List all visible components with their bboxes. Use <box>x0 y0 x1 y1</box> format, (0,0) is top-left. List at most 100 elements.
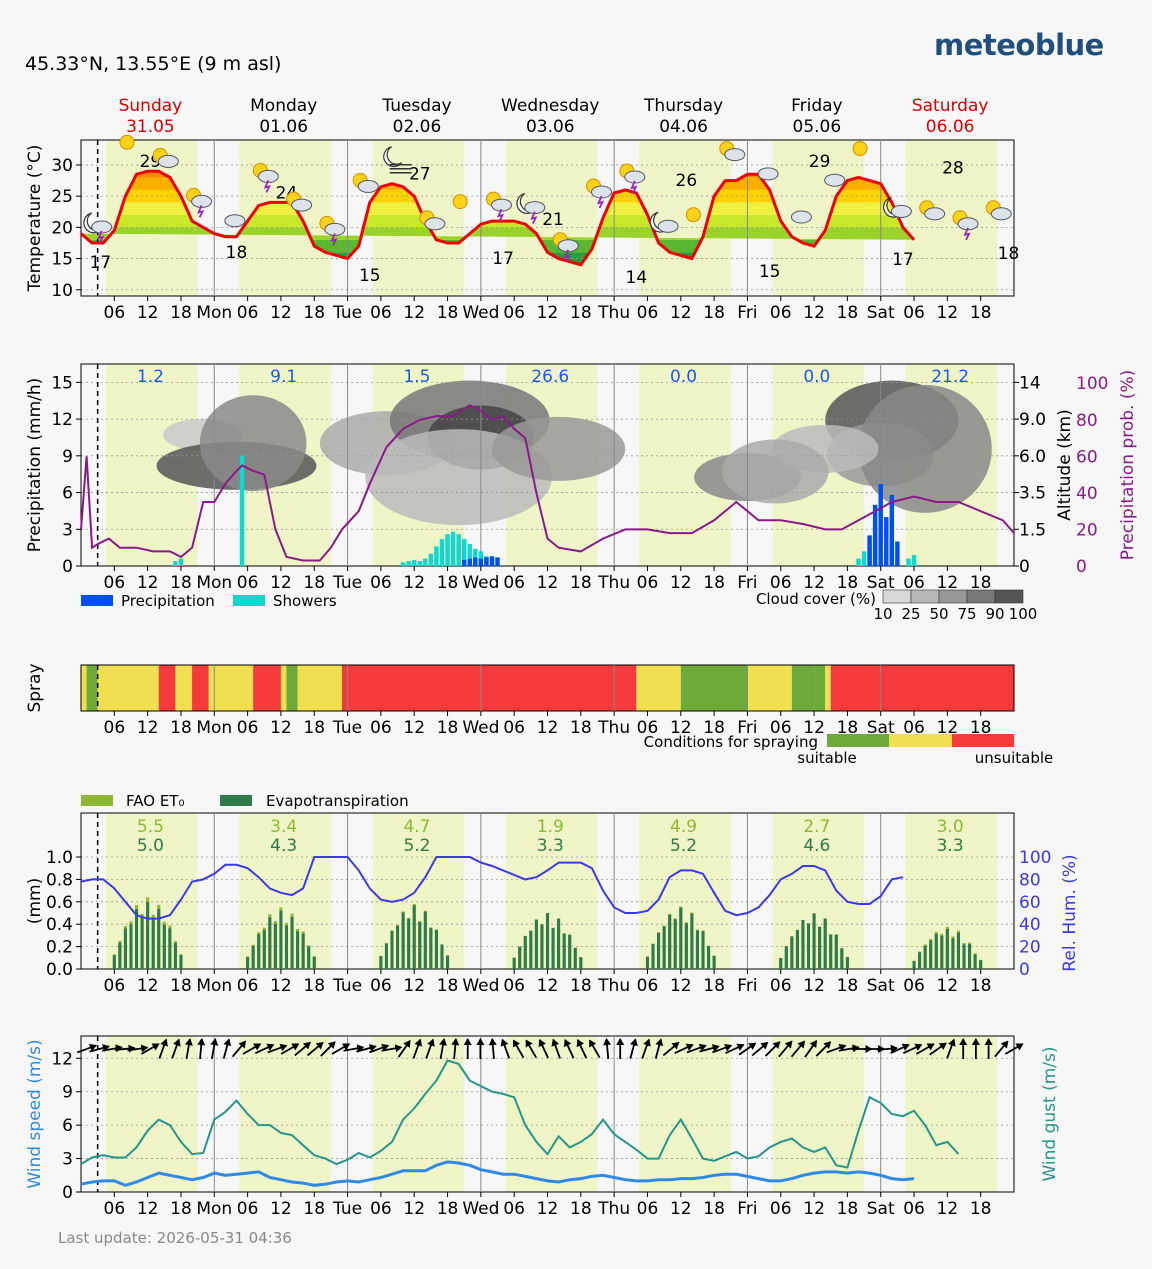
sun-disc <box>685 207 701 223</box>
x-tick-label: Tue <box>332 1199 362 1219</box>
x-tick-label: 12 <box>137 303 159 323</box>
y-tick-label: 6 <box>62 1116 73 1136</box>
wind-direction-arrow <box>603 1038 612 1060</box>
x-tick-label: Sat <box>867 718 895 738</box>
wind-direction-arrow <box>488 1038 497 1060</box>
x-tick-label: 12 <box>803 718 825 738</box>
prob-tick-label: 20 <box>1076 520 1098 540</box>
min-temp-label: 17 <box>492 249 514 269</box>
cloud-icon <box>790 210 812 224</box>
evapotranspiration-bar <box>434 930 438 969</box>
arrow-head <box>1000 1040 1009 1049</box>
arrow-head <box>279 1043 288 1052</box>
cloud-cover-legend-value: 75 <box>957 605 976 623</box>
day-name: Tuesday <box>381 96 451 116</box>
evapotranspiration-bar <box>973 954 977 969</box>
max-temp-label: 21 <box>542 210 564 230</box>
wind-direction-arrow <box>959 1038 968 1059</box>
precipitation-axis-label: Precipitation (mm/h) <box>25 378 45 553</box>
arrow-head <box>184 1038 193 1046</box>
x-tick-label: 18 <box>437 303 459 323</box>
daily-evapo-total: 3.3 <box>937 836 964 856</box>
y-tick-label: 0.8 <box>46 870 73 890</box>
y-tick-label: 12 <box>51 410 73 430</box>
x-tick-label: 18 <box>170 718 192 738</box>
x-tick-label: 06 <box>237 718 259 738</box>
x-tick-label: Sat <box>867 303 895 323</box>
daily-precip-total: 0.0 <box>670 367 697 387</box>
x-tick-label: 12 <box>270 976 292 996</box>
arrow-head <box>630 1038 638 1047</box>
evapotranspiration-bar <box>162 924 166 969</box>
evapotranspiration-bar <box>784 946 788 969</box>
arrow-head <box>327 1041 336 1049</box>
x-tick-label: 12 <box>403 718 425 738</box>
evapotranspiration-bar <box>806 923 811 969</box>
evapotranspiration-bar <box>840 948 844 969</box>
max-temp-label: 28 <box>942 158 964 178</box>
arrow-head <box>197 1038 206 1046</box>
x-tick-label: 12 <box>670 1199 692 1219</box>
arrow-head <box>698 1043 707 1052</box>
daily-precip-total: 26.6 <box>531 367 569 387</box>
evapotranspiration-bar <box>412 905 416 969</box>
cloud-shape <box>157 154 179 168</box>
x-tick-label: Thu <box>597 573 630 593</box>
evapotranspiration-bar <box>673 919 677 969</box>
spray-segment <box>253 665 281 711</box>
evapotranspiration-bar <box>534 919 538 969</box>
arrow-head <box>809 1039 818 1049</box>
y-tick-label: 15 <box>51 373 73 393</box>
x-tick-label: Wed <box>462 1199 499 1219</box>
sun-disc <box>452 194 468 210</box>
wind-speed-line <box>80 1160 915 1187</box>
arrow-head <box>439 1038 447 1046</box>
evapotranspiration-bar <box>823 918 827 969</box>
y-tick-label: 10 <box>51 281 73 301</box>
x-tick-label: Fri <box>737 1199 757 1219</box>
arrow-head <box>291 1043 300 1051</box>
arrow-head <box>724 1043 733 1052</box>
humidity-tick-label: 100 <box>1019 848 1051 868</box>
lightning-bolt <box>197 205 205 218</box>
spray-segment <box>791 665 815 711</box>
min-temp-label: 14 <box>626 268 648 288</box>
lightning-bolt <box>963 227 971 241</box>
evapotranspiration-bar <box>545 913 550 969</box>
y-tick-label: 1.0 <box>46 848 73 868</box>
temperature-axis-label: Temperature (°C) <box>25 145 45 293</box>
x-tick-label: 18 <box>837 718 859 738</box>
daily-precip-total: 1.5 <box>403 367 430 387</box>
x-tick-label: Mon <box>196 303 232 323</box>
meteoblue-logo: meteoblue <box>934 28 1104 62</box>
evapotranspiration-bar <box>262 929 266 969</box>
cloud-cover-area <box>721 439 829 504</box>
showers-bar <box>456 534 461 566</box>
showers-bar <box>856 558 861 566</box>
y-tick-label: 9 <box>62 1083 73 1103</box>
showers-bar <box>406 561 411 566</box>
x-tick-label: 18 <box>703 573 725 593</box>
evapotranspiration-bar <box>651 944 655 969</box>
wind-direction-arrow <box>778 1040 793 1058</box>
x-tick-label: 18 <box>170 303 192 323</box>
y-tick-label: 0.0 <box>46 960 73 980</box>
wind-direction-arrow <box>551 1038 561 1059</box>
evapotranspiration-bar <box>423 911 427 969</box>
max-temp-label: 27 <box>409 165 431 185</box>
evapotranspiration-bar <box>695 930 699 969</box>
evapotranspiration-bar <box>829 934 833 969</box>
evapo-legend-label: Evapotranspiration <box>266 792 409 810</box>
evapotranspiration-bar <box>123 928 127 969</box>
evapotranspiration-bar <box>312 956 316 969</box>
arrow-head <box>476 1038 485 1045</box>
y-tick-label: 20 <box>51 218 73 238</box>
x-tick-label: 06 <box>770 1199 792 1219</box>
arrow-head <box>760 1041 769 1050</box>
x-tick-label: 18 <box>570 976 592 996</box>
daily-fao-total: 5.5 <box>137 817 164 837</box>
humidity-axis-label: Rel. Hum. (%) <box>1060 854 1080 971</box>
arrow-head <box>302 1041 311 1050</box>
day-name: Thursday <box>643 96 723 116</box>
wind-direction-arrow <box>242 1043 262 1055</box>
